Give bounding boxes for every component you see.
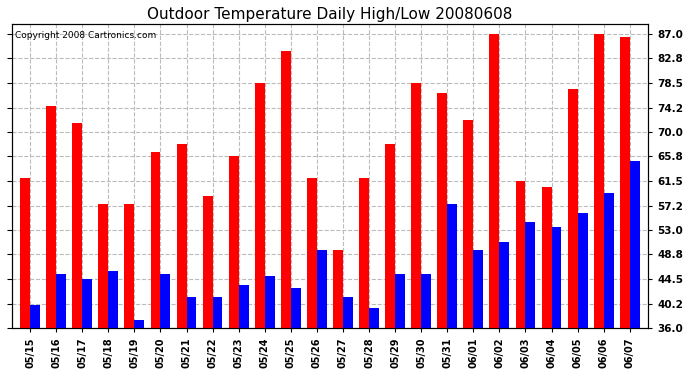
Bar	[630, 161, 640, 328]
Bar	[333, 251, 343, 328]
Bar	[369, 308, 379, 328]
Bar	[186, 297, 197, 328]
Bar	[489, 34, 500, 328]
Bar	[464, 120, 473, 328]
Bar	[437, 93, 447, 328]
Bar	[203, 195, 213, 328]
Bar	[620, 37, 630, 328]
Title: Outdoor Temperature Daily High/Low 20080608: Outdoor Temperature Daily High/Low 20080…	[147, 7, 513, 22]
Bar	[500, 242, 509, 328]
Bar	[213, 297, 222, 328]
Bar	[56, 273, 66, 328]
Bar	[135, 320, 144, 328]
Bar	[20, 178, 30, 328]
Bar	[578, 213, 587, 328]
Bar	[177, 144, 186, 328]
Bar	[307, 178, 317, 328]
Bar	[526, 222, 535, 328]
Bar	[385, 144, 395, 328]
Text: Copyright 2008 Cartronics.com: Copyright 2008 Cartronics.com	[15, 31, 156, 40]
Bar	[290, 288, 301, 328]
Bar	[72, 123, 82, 328]
Bar	[473, 251, 483, 328]
Bar	[281, 51, 290, 328]
Bar	[124, 204, 135, 328]
Bar	[395, 273, 405, 328]
Bar	[229, 156, 239, 328]
Bar	[343, 297, 353, 328]
Bar	[604, 193, 613, 328]
Bar	[568, 88, 578, 328]
Bar	[265, 276, 275, 328]
Bar	[46, 106, 56, 328]
Bar	[359, 178, 369, 328]
Bar	[542, 187, 551, 328]
Bar	[239, 285, 248, 328]
Bar	[255, 83, 265, 328]
Bar	[82, 279, 92, 328]
Bar	[317, 251, 327, 328]
Bar	[150, 152, 161, 328]
Bar	[99, 204, 108, 328]
Bar	[108, 271, 118, 328]
Bar	[161, 273, 170, 328]
Bar	[447, 204, 457, 328]
Bar	[551, 227, 562, 328]
Bar	[515, 181, 526, 328]
Bar	[421, 273, 431, 328]
Bar	[411, 83, 421, 328]
Bar	[594, 34, 604, 328]
Bar	[30, 305, 40, 328]
